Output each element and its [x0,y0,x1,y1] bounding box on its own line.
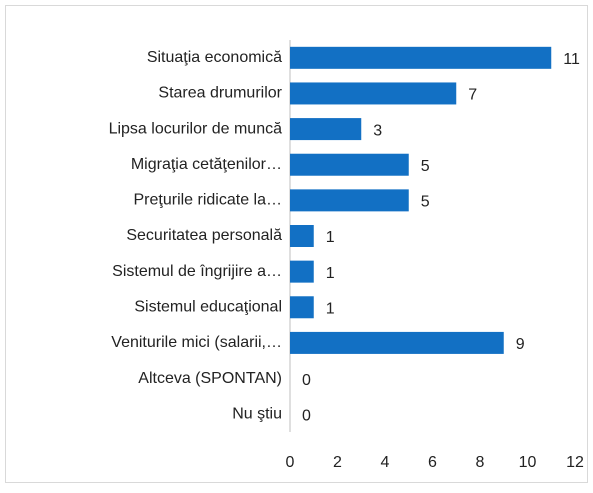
x-tick-label: 2 [333,454,342,471]
bar [290,225,314,247]
data-label: 11 [563,51,580,68]
x-tick-label: 8 [476,454,485,471]
y-tick-label: Altceva (SPONTAN) [138,370,282,387]
data-label: 0 [302,407,311,424]
y-tick-label: Lipsa locurilor de muncă [109,120,283,137]
bar [290,153,409,176]
x-tick-label: 12 [566,454,584,471]
x-tick-label: 4 [381,454,390,471]
x-tick-label: 10 [519,454,537,471]
y-tick-label: Situaţia economică [147,49,282,66]
x-tick-label: 0 [286,454,295,471]
y-tick-label: Sistemul educaţional [134,298,282,315]
y-tick-label: Sistemul de îngrijire a… [112,263,282,280]
data-label: 1 [326,229,335,246]
y-tick-label: Veniturile mici (salarii,… [111,334,282,351]
data-label: 5 [421,194,430,211]
data-label: 1 [326,265,335,282]
data-label: 5 [421,158,430,175]
data-label: 3 [373,122,382,139]
y-tick-label: Starea drumurilor [158,85,282,102]
y-tick-label: Nu ştiu [232,405,282,422]
bar [290,82,457,105]
y-tick-label: Preţurile ridicate la… [134,192,283,209]
data-label: 7 [468,87,477,104]
data-label: 9 [516,336,525,353]
y-tick-label: Securitatea personală [126,227,282,244]
data-label: 1 [326,300,335,317]
bar [290,331,504,354]
x-tick-label: 6 [428,454,437,471]
bar [290,189,409,212]
bar [290,118,362,141]
data-label: 0 [302,372,311,389]
y-tick-label: Migraţia cetăţenilor… [131,156,282,173]
bar [290,46,552,69]
bar [290,296,314,319]
bar [290,260,314,283]
